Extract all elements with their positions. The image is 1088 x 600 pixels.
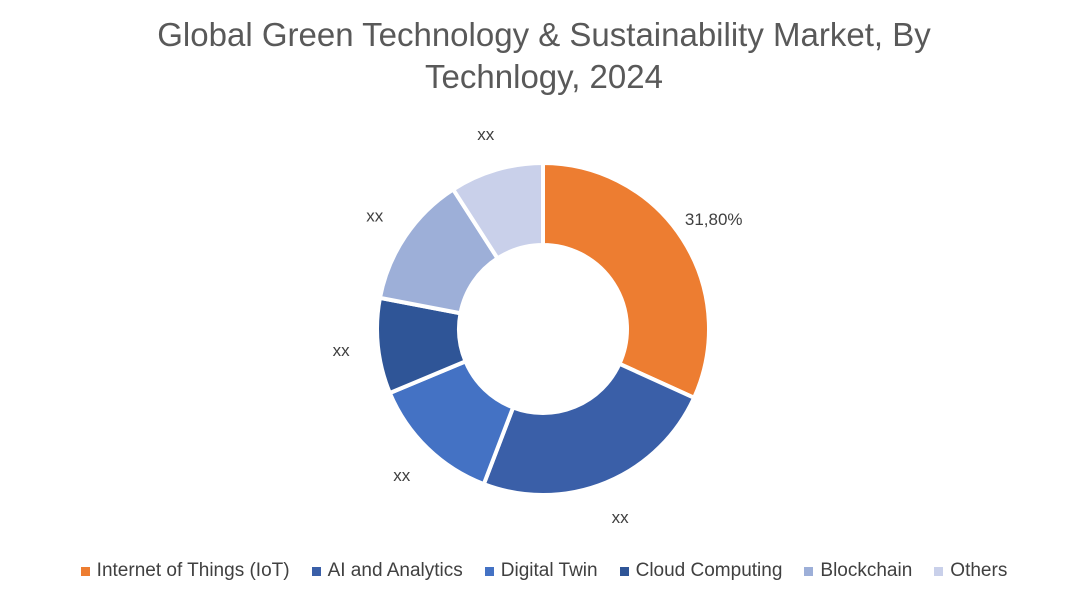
data-label: 31,80% [685,210,743,229]
data-label: xx [366,206,384,225]
legend-swatch [311,566,321,576]
chart-title-line-2: Technlogy, 2024 [425,58,663,95]
legend-item: Internet of Things (IoT) [80,560,290,582]
donut-slice-others [450,160,545,262]
data-label: xx [477,125,495,144]
legend-label: Blockchain [820,560,913,581]
legend-swatch [934,566,944,576]
legend-item: AI and Analytics [311,560,463,582]
chart-title-line-1: Global Green Technology & Sustainability… [157,16,931,53]
legend-swatch [80,566,90,576]
legend-item: Cloud Computing [619,560,783,582]
legend-label: Others [950,560,1008,581]
legend: Internet of Things (IoT) AI and Analytics… [0,560,1088,582]
legend-item: Others [934,560,1007,582]
data-label: xx [612,508,630,527]
donut-slice-ai-and-analytics [481,361,697,497]
data-label: xx [333,341,351,360]
data-label: xx [393,466,411,485]
legend-item: Digital Twin [484,560,598,582]
legend-label: AI and Analytics [327,560,463,581]
legend-label: Internet of Things (IoT) [96,560,290,581]
legend-label: Cloud Computing [635,560,783,581]
donut-slice-internet-of-things-iot [541,160,711,401]
chart-title: Global Green Technology & Sustainability… [0,14,1088,98]
legend-swatch [804,566,814,576]
legend-swatch [619,566,629,576]
legend-item: Blockchain [804,560,912,582]
legend-label: Digital Twin [500,560,598,581]
legend-swatch [484,566,494,576]
